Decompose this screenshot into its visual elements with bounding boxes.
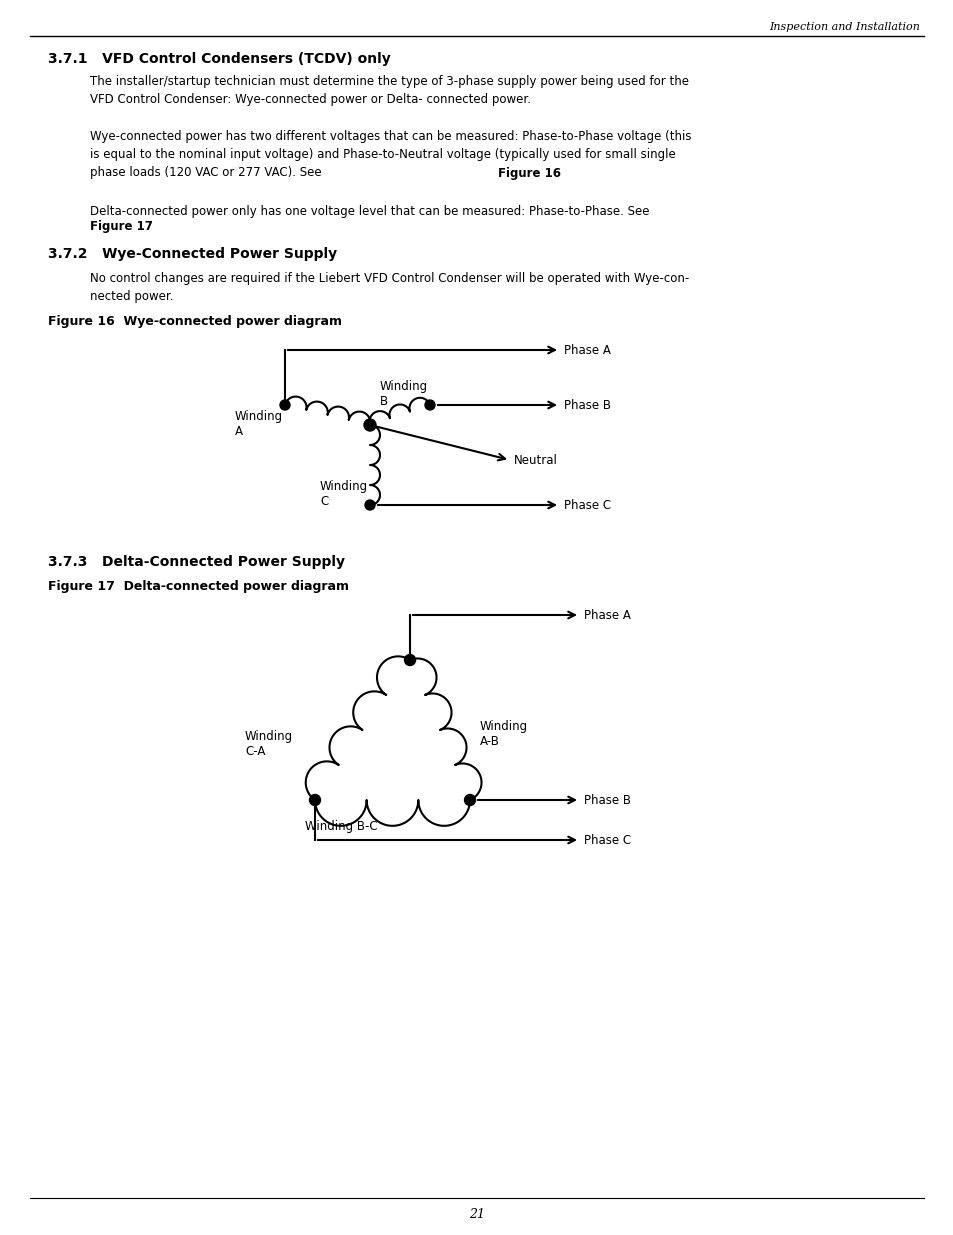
Text: 3.7.2   Wye-Connected Power Supply: 3.7.2 Wye-Connected Power Supply: [48, 247, 336, 261]
Text: Delta-connected power only has one voltage level that can be measured: Phase-to-: Delta-connected power only has one volta…: [90, 205, 649, 219]
Text: The installer/startup technician must determine the type of 3-phase supply power: The installer/startup technician must de…: [90, 75, 688, 106]
Text: Figure 16: Figure 16: [497, 167, 560, 180]
Text: Winding
B: Winding B: [379, 380, 428, 408]
Text: Winding
C: Winding C: [319, 480, 368, 508]
Circle shape: [365, 500, 375, 510]
Text: Figure 17: Figure 17: [90, 220, 152, 233]
Text: .: .: [548, 167, 552, 180]
Circle shape: [404, 655, 416, 666]
Text: Winding
A-B: Winding A-B: [479, 720, 528, 748]
Text: Figure 17  Delta-connected power diagram: Figure 17 Delta-connected power diagram: [48, 580, 349, 593]
Text: Phase C: Phase C: [563, 499, 611, 511]
Circle shape: [280, 400, 290, 410]
Text: Winding
A: Winding A: [234, 410, 283, 438]
Text: Winding B-C: Winding B-C: [305, 820, 377, 832]
Circle shape: [309, 794, 320, 805]
Text: Phase C: Phase C: [583, 834, 631, 846]
Text: Phase B: Phase B: [583, 794, 630, 806]
Text: Wye-connected power has two different voltages that can be measured: Phase-to-Ph: Wye-connected power has two different vo…: [90, 130, 691, 179]
Circle shape: [464, 794, 475, 805]
Text: Winding
C-A: Winding C-A: [245, 730, 293, 758]
Text: 3.7.3   Delta-Connected Power Supply: 3.7.3 Delta-Connected Power Supply: [48, 555, 345, 569]
Text: Phase B: Phase B: [563, 399, 610, 411]
Circle shape: [424, 400, 435, 410]
Text: Phase A: Phase A: [583, 609, 630, 621]
Text: 3.7.1   VFD Control Condensers (TCDV) only: 3.7.1 VFD Control Condensers (TCDV) only: [48, 52, 391, 65]
Circle shape: [364, 419, 375, 431]
Text: No control changes are required if the Liebert VFD Control Condenser will be ope: No control changes are required if the L…: [90, 272, 688, 303]
Text: Neutral: Neutral: [514, 453, 558, 467]
Text: Phase A: Phase A: [563, 343, 610, 357]
Text: Inspection and Installation: Inspection and Installation: [768, 22, 919, 32]
Text: Figure 16  Wye-connected power diagram: Figure 16 Wye-connected power diagram: [48, 315, 341, 329]
Text: 21: 21: [469, 1208, 484, 1221]
Text: .: .: [141, 220, 145, 233]
